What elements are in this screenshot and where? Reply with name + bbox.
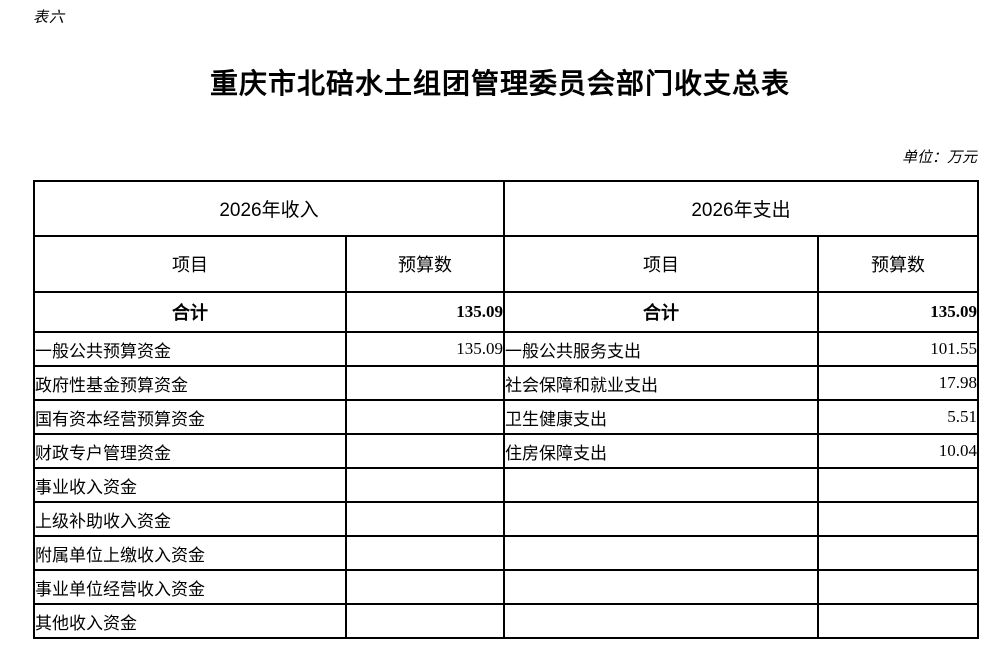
income-value bbox=[345, 399, 505, 435]
expense-item bbox=[503, 603, 819, 639]
table-number-label: 表六 bbox=[33, 10, 66, 26]
unit-note: 单位：万元 bbox=[901, 150, 977, 166]
expense-value bbox=[817, 467, 979, 503]
income-item: 政府性基金预算资金 bbox=[33, 365, 347, 401]
income-total-value: 135.09 bbox=[345, 291, 505, 333]
table-row: 国有资本经营预算资金 卫生健康支出 5.51 bbox=[33, 399, 979, 435]
expense-item: 卫生健康支出 bbox=[503, 399, 819, 435]
income-value bbox=[345, 433, 505, 469]
table-row: 事业单位经营收入资金 bbox=[33, 569, 979, 605]
expense-item bbox=[503, 501, 819, 537]
expense-total-value: 135.09 bbox=[817, 291, 979, 333]
income-value: 135.09 bbox=[345, 331, 505, 367]
income-item: 事业单位经营收入资金 bbox=[33, 569, 347, 605]
income-value bbox=[345, 467, 505, 503]
income-item: 财政专户管理资金 bbox=[33, 433, 347, 469]
income-budget-column-header: 预算数 bbox=[345, 235, 505, 293]
expense-item: 一般公共服务支出 bbox=[503, 331, 819, 367]
expense-item bbox=[503, 467, 819, 503]
income-item-column-header: 项目 bbox=[33, 235, 347, 293]
page-title: 重庆市北碚水土组团管理委员会部门收支总表 bbox=[209, 69, 790, 100]
income-item: 其他收入资金 bbox=[33, 603, 347, 639]
table-row: 其他收入资金 bbox=[33, 603, 979, 639]
income-section-header: 2026年收入 bbox=[33, 180, 505, 237]
income-value bbox=[345, 501, 505, 537]
income-item: 上级补助收入资金 bbox=[33, 501, 347, 537]
expense-item-column-header: 项目 bbox=[503, 235, 819, 293]
expense-value bbox=[817, 501, 979, 537]
income-value bbox=[345, 603, 505, 639]
expense-value bbox=[817, 603, 979, 639]
expense-value bbox=[817, 569, 979, 605]
expense-value: 101.55 bbox=[817, 331, 979, 367]
expense-section-header: 2026年支出 bbox=[503, 180, 979, 237]
table-row: 附属单位上缴收入资金 bbox=[33, 535, 979, 571]
total-row: 合计 135.09 合计 135.09 bbox=[33, 291, 979, 333]
table-row: 财政专户管理资金 住房保障支出 10.04 bbox=[33, 433, 979, 469]
income-value bbox=[345, 365, 505, 401]
expense-value: 5.51 bbox=[817, 399, 979, 435]
table-row: 政府性基金预算资金 社会保障和就业支出 17.98 bbox=[33, 365, 979, 401]
expense-value bbox=[817, 535, 979, 571]
expense-value: 17.98 bbox=[817, 365, 979, 401]
income-total-label: 合计 bbox=[33, 291, 347, 333]
table-section-header-row: 2026年收入 2026年支出 bbox=[33, 180, 979, 237]
income-value bbox=[345, 569, 505, 605]
income-item: 事业收入资金 bbox=[33, 467, 347, 503]
table-column-header-row: 项目 预算数 项目 预算数 bbox=[33, 235, 979, 293]
table-row: 上级补助收入资金 bbox=[33, 501, 979, 537]
expense-item: 社会保障和就业支出 bbox=[503, 365, 819, 401]
table-row: 一般公共预算资金 135.09 一般公共服务支出 101.55 bbox=[33, 331, 979, 367]
expense-item bbox=[503, 569, 819, 605]
income-item: 附属单位上缴收入资金 bbox=[33, 535, 347, 571]
table-row: 事业收入资金 bbox=[33, 467, 979, 503]
expense-total-label: 合计 bbox=[503, 291, 819, 333]
expense-item bbox=[503, 535, 819, 571]
income-item: 一般公共预算资金 bbox=[33, 331, 347, 367]
expense-budget-column-header: 预算数 bbox=[817, 235, 979, 293]
expense-item: 住房保障支出 bbox=[503, 433, 819, 469]
income-item: 国有资本经营预算资金 bbox=[33, 399, 347, 435]
budget-summary-table: 2026年收入 2026年支出 项目 预算数 项目 预算数 合计 135.09 … bbox=[33, 180, 979, 639]
expense-value: 10.04 bbox=[817, 433, 979, 469]
income-value bbox=[345, 535, 505, 571]
